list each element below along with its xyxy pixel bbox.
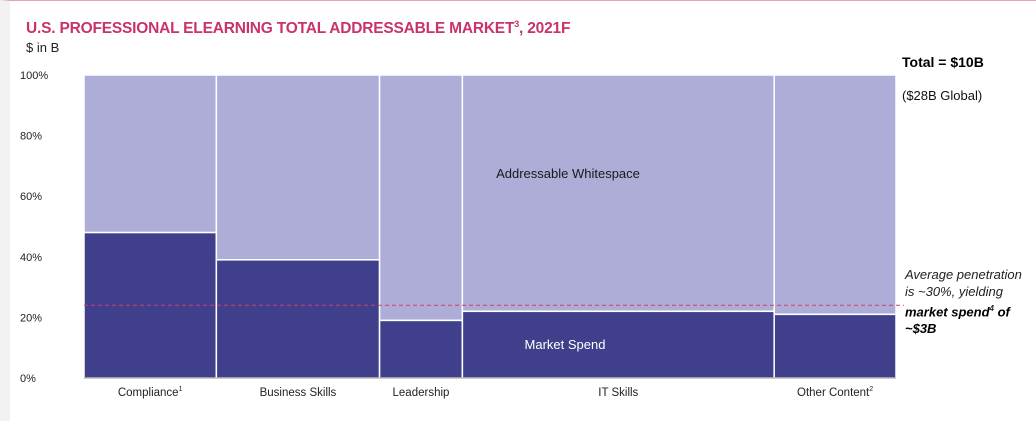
x-category-label: IT Skills [598,387,638,399]
market-spend-bar [773,313,897,379]
whitespace-bar [461,74,775,313]
x-category-label: Other Content2 [797,386,873,399]
y-tick-label: 40% [20,252,42,264]
market-spend-bar [378,319,464,379]
market-spend-bar [215,259,381,379]
y-tick-label: 60% [20,191,42,203]
whitespace-bar [378,74,464,322]
y-tick-label: 20% [20,312,42,324]
whitespace-bar [215,74,381,261]
y-tick-label: 100% [20,70,48,82]
global-label: ($28B Global) [902,88,983,103]
market-spend-bar [461,310,775,379]
whitespace-bar [83,74,218,234]
x-category-label: Business Skills [260,387,337,399]
market-spend-label: Market Spend [525,337,606,352]
penetration-annotation: Average penetration is ~30%, yielding ma… [905,267,1022,337]
unit-label: $ in B [26,40,60,55]
whitespace-bar [773,74,897,316]
whitespace-label: Addressable Whitespace [496,166,640,181]
y-tick-label: 0% [20,373,36,385]
total-label: Total = $10B [902,54,984,70]
y-tick-label: 80% [20,131,42,143]
x-category-label: Leadership [393,387,450,399]
chart-title: U.S. PROFESSIONAL ELEARNING TOTAL ADDRES… [26,19,571,38]
x-category-label: Compliance1 [118,386,183,399]
